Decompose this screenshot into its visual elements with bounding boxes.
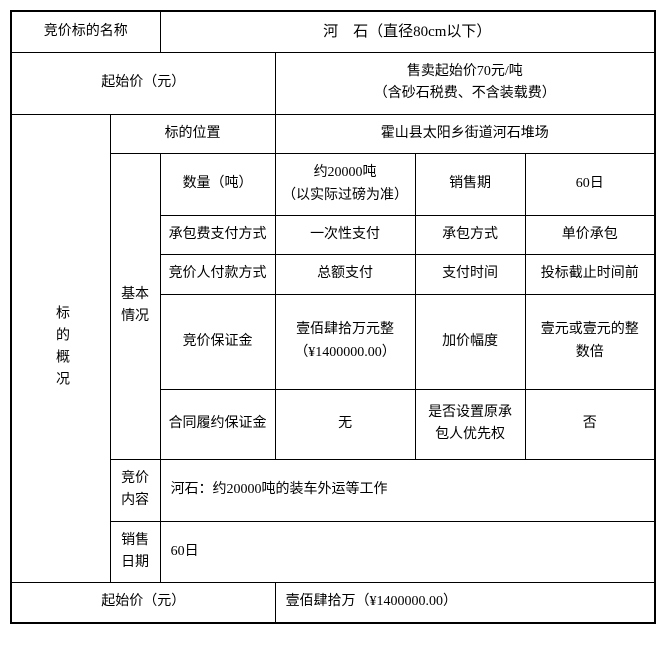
value-sale-period: 60日 [525, 154, 654, 216]
value-pay-time: 投标截止时间前 [525, 255, 654, 294]
value-start-price-bottom: 壹佰肆拾万（¥1400000.00） [275, 583, 654, 622]
row-start-price-bottom: 起始价（元） 壹佰肆拾万（¥1400000.00） [12, 583, 655, 622]
value-bid-deposit: 壹佰肆拾万元整 （¥1400000.00） [275, 294, 415, 389]
start-price-line1: 售卖起始价70元/吨 [282, 61, 648, 83]
value-bid-content: 河石：约20000吨的装车外运等工作 [160, 459, 654, 521]
label-increment: 加价幅度 [415, 294, 525, 389]
quantity-line2: （以实际过磅为准） [282, 185, 409, 207]
start-price-line2: （含砂石税费、不含装载费） [282, 83, 648, 105]
value-location: 霍山县太阳乡街道河石堆场 [275, 114, 654, 153]
label-overview: 标的概况 [12, 114, 111, 583]
value-contract-pay: 一次性支付 [275, 215, 415, 254]
value-perf-bond: 无 [275, 389, 415, 459]
increment-line2: 数倍 [532, 342, 648, 364]
label-start-price-bottom: 起始价（元） [12, 583, 276, 622]
value-bid-name: 河 石（直径80cm以下） [160, 12, 654, 53]
increment-line1: 壹元或壹元的整 [532, 319, 648, 341]
label-perf-bond: 合同履约保证金 [160, 389, 275, 459]
label-sale-date: 销售日期 [110, 521, 160, 583]
value-sale-date: 60日 [160, 521, 654, 583]
label-bidder-pay: 竞价人付款方式 [160, 255, 275, 294]
label-bid-deposit: 竞价保证金 [160, 294, 275, 389]
priority-line1: 是否设置原承 [422, 402, 519, 424]
value-bidder-pay: 总额支付 [275, 255, 415, 294]
deposit-line1: 壹佰肆拾万元整 [282, 319, 409, 341]
label-bid-content: 竞价内容 [110, 459, 160, 521]
quantity-line1: 约20000吨 [282, 162, 409, 184]
label-sale-period: 销售期 [415, 154, 525, 216]
value-priority: 否 [525, 389, 654, 459]
label-contract-type: 承包方式 [415, 215, 525, 254]
value-start-price: 售卖起始价70元/吨 （含砂石税费、不含装载费） [275, 53, 654, 115]
label-contract-pay: 承包费支付方式 [160, 215, 275, 254]
label-location: 标的位置 [110, 114, 275, 153]
label-bid-name: 竞价标的名称 [12, 12, 161, 53]
label-pay-time: 支付时间 [415, 255, 525, 294]
value-contract-type: 单价承包 [525, 215, 654, 254]
bid-info-table: 竞价标的名称 河 石（直径80cm以下） 起始价（元） 售卖起始价70元/吨 （… [10, 10, 656, 624]
row-start-price-top: 起始价（元） 售卖起始价70元/吨 （含砂石税费、不含装载费） [12, 53, 655, 115]
deposit-line2: （¥1400000.00） [282, 342, 409, 364]
value-increment: 壹元或壹元的整 数倍 [525, 294, 654, 389]
label-priority: 是否设置原承 包人优先权 [415, 389, 525, 459]
value-quantity: 约20000吨 （以实际过磅为准） [275, 154, 415, 216]
label-start-price: 起始价（元） [12, 53, 276, 115]
priority-line2: 包人优先权 [422, 424, 519, 446]
row-bid-name: 竞价标的名称 河 石（直径80cm以下） [12, 12, 655, 53]
label-quantity: 数量（吨） [160, 154, 275, 216]
label-basic-info: 基本情况 [110, 154, 160, 460]
row-location: 标的概况 标的位置 霍山县太阳乡街道河石堆场 [12, 114, 655, 153]
